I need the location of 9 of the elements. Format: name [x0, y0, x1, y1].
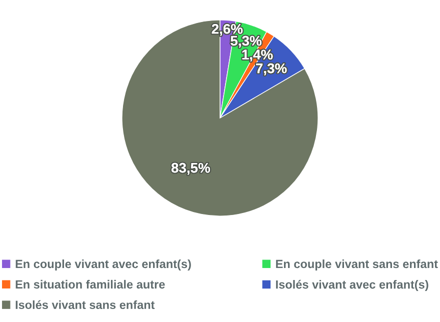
legend-label: En couple vivant sans enfant [276, 259, 438, 270]
data-label: 2,6% [212, 24, 243, 36]
data-label: 1,4% [242, 50, 273, 62]
legend-label: Isolés vivant sans enfant [16, 300, 155, 310]
legend-label: Isolés vivant avec enfant(s) [276, 280, 428, 292]
legend-label: En situation familiale autre [16, 280, 165, 289]
data-label: 7,3% [256, 63, 287, 76]
data-label: 83,5% [171, 162, 210, 175]
legend-label: En couple vivant avec enfant(s) [16, 259, 191, 270]
